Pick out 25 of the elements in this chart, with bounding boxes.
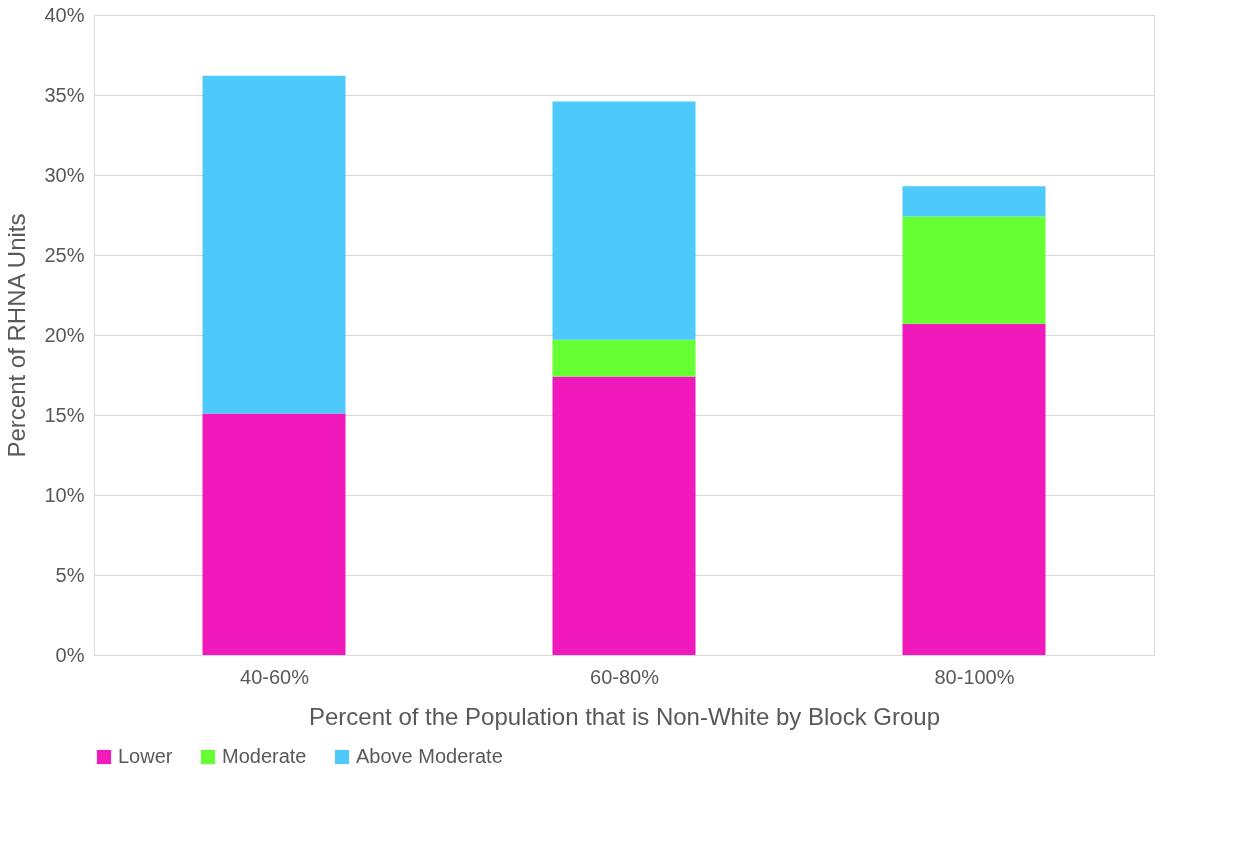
- y-axis-title: Percent of RHNA Units: [3, 213, 31, 458]
- bar: [902, 186, 1046, 217]
- x-tick-label: 40-60%: [240, 665, 310, 688]
- bar: [552, 339, 696, 377]
- y-tick-label: 20%: [44, 323, 85, 346]
- bar: [552, 101, 696, 340]
- bar: [902, 216, 1046, 324]
- y-tick-label: 25%: [44, 243, 85, 266]
- y-tick-label: 40%: [44, 3, 85, 26]
- y-tick-label: 5%: [55, 563, 85, 586]
- y-tick-label: 15%: [44, 403, 85, 426]
- bar: [552, 376, 696, 655]
- y-tick-label: 35%: [44, 83, 85, 106]
- y-tick-label: 0%: [55, 643, 85, 666]
- x-axis-title: Percent of the Population that is Non-White by Block Group: [309, 702, 940, 730]
- bar: [202, 75, 346, 414]
- x-tick-label: 80-100%: [934, 665, 1015, 688]
- bar: [902, 323, 1046, 655]
- bar: [202, 413, 346, 655]
- legend-label: Lower: [118, 745, 173, 767]
- y-tick-label: 10%: [44, 483, 85, 506]
- y-tick-label: 30%: [44, 163, 85, 186]
- x-tick-label: 60-80%: [590, 665, 660, 688]
- legend-label: Above Moderate: [356, 745, 503, 767]
- legend-label: Moderate: [222, 745, 307, 767]
